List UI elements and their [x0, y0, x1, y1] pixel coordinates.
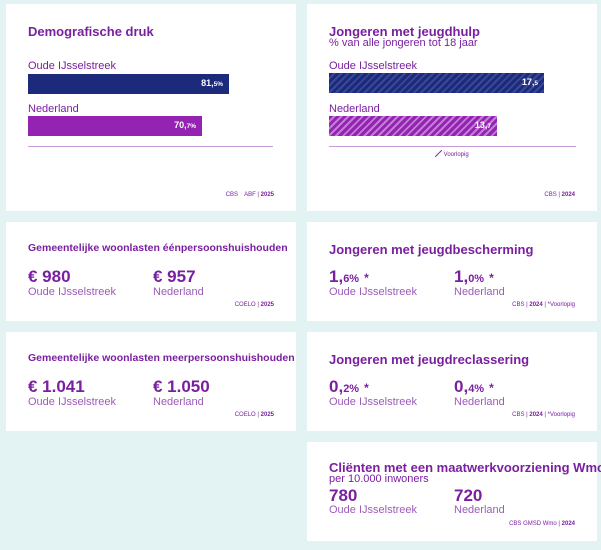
card-jeugdhulp: Jongeren met jeugdhulp % van alle jonger…: [307, 4, 597, 211]
card-subtitle: % van alle jongeren tot 18 jaar: [329, 37, 478, 49]
card-jeugdreclassering: Jongeren met jeugdreclassering 0,2% * Oud…: [307, 332, 597, 431]
value-nederland: € 957: [153, 267, 196, 286]
value-nederland: € 1.050: [153, 377, 210, 396]
label-nederland: Nederland: [454, 504, 505, 516]
value-oude-ijsselstreek: 1,6% *: [329, 267, 369, 286]
value-nederland: 720: [454, 486, 483, 505]
source-label: CBS GMSD Wmo | 2024: [509, 521, 575, 527]
source-label: CBS | 2024 | *Voorlopig: [512, 412, 575, 418]
bar-nederland: 13,7: [329, 116, 497, 136]
bar-value: 17,5: [521, 77, 538, 87]
label-oude-ijsselstreek: Oude IJsselstreek: [28, 396, 117, 408]
value-oude-ijsselstreek: 780: [329, 486, 358, 505]
label-nederland: Nederland: [454, 286, 505, 298]
bar-oude-ijsselstreek: 81,5%: [28, 74, 229, 94]
card-woonlasten-eenpersoons: Gemeentelijke woonlasten éénpersoonshuis…: [6, 222, 296, 321]
source-label: CBS ABF | 2025: [225, 192, 274, 198]
row-label-nederland: Nederland: [28, 103, 79, 115]
label-nederland: Nederland: [153, 396, 204, 408]
value-nederland: 1,0% *: [454, 267, 494, 286]
value-nederland: 0,4% *: [454, 377, 494, 396]
source-label: CBS | 2024 | *Voorlopig: [512, 302, 575, 308]
voorlopig-note: Voorlopig: [434, 149, 469, 158]
hatch-icon: [434, 149, 443, 158]
axis-line: [329, 146, 576, 147]
value-oude-ijsselstreek: € 1.041: [28, 377, 85, 396]
source-label: CBS | 2024: [544, 192, 575, 198]
value-oude-ijsselstreek: 0,2% *: [329, 377, 369, 396]
label-oude-ijsselstreek: Oude IJsselstreek: [329, 396, 418, 408]
row-label-oude-ijsselstreek: Oude IJsselstreek: [329, 60, 418, 72]
card-title: Cliënten met een maatwerkvoorziening Wmo: [329, 460, 601, 475]
row-label-nederland: Nederland: [329, 103, 380, 115]
bar-nederland: 70,7%: [28, 116, 202, 136]
value-oude-ijsselstreek: € 980: [28, 267, 71, 286]
card-title: Demografische druk: [28, 24, 154, 39]
label-oude-ijsselstreek: Oude IJsselstreek: [329, 504, 418, 516]
card-jeugdbescherming: Jongeren met jeugdbescherming 1,6% * Oude…: [307, 222, 597, 321]
card-woonlasten-meerpersoons: Gemeentelijke woonlasten meerpersoonshui…: [6, 332, 296, 431]
bar-value: 81,5%: [201, 78, 223, 88]
card-wmo: Cliënten met een maatwerkvoorziening Wmo…: [307, 442, 601, 541]
card-title: Jongeren met jeugdbescherming: [329, 242, 534, 257]
bar-value: 13,7: [474, 120, 491, 130]
label-oude-ijsselstreek: Oude IJsselstreek: [28, 286, 117, 298]
label-nederland: Nederland: [454, 396, 505, 408]
card-demografische-druk: Demografische druk Oude IJsselstreek 81,…: [6, 4, 296, 211]
card-title: Jongeren met jeugdreclassering: [329, 352, 530, 367]
source-label: COELO | 2025: [234, 302, 274, 308]
card-title: Gemeentelijke woonlasten éénpersoonshuis…: [28, 242, 288, 254]
card-title: Jongeren met jeugdhulp: [329, 24, 480, 39]
label-nederland: Nederland: [153, 286, 204, 298]
bar-oude-ijsselstreek: 17,5: [329, 73, 544, 93]
card-title: Gemeentelijke woonlasten meerpersoonshui…: [28, 352, 295, 364]
row-label-oude-ijsselstreek: Oude IJsselstreek: [28, 60, 117, 72]
source-label: COELO | 2025: [234, 412, 274, 418]
axis-line: [28, 146, 273, 147]
card-subtitle: per 10.000 inwoners: [329, 473, 429, 485]
label-oude-ijsselstreek: Oude IJsselstreek: [329, 286, 418, 298]
bar-value: 70,7%: [174, 120, 196, 130]
